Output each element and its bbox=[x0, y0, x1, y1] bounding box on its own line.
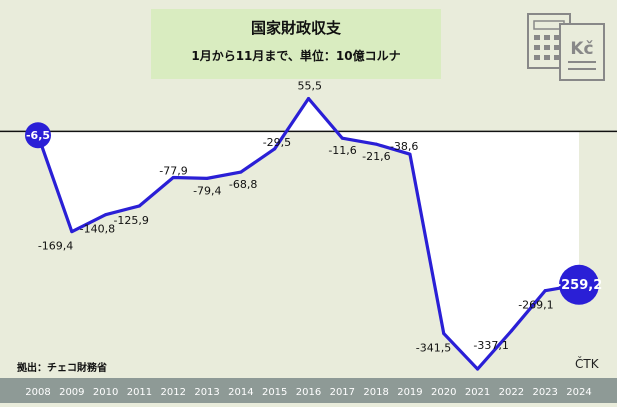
point-2022 bbox=[509, 329, 513, 333]
logo-text: Kč bbox=[570, 39, 593, 59]
x-tick-2019: 2019 bbox=[397, 387, 422, 398]
point-2018 bbox=[374, 142, 378, 146]
calculator-invoice-icon: Kč bbox=[527, 13, 605, 81]
point-2010 bbox=[104, 213, 108, 217]
point-2011 bbox=[137, 204, 141, 208]
x-tick-2008: 2008 bbox=[25, 387, 50, 398]
x-tick-2014: 2014 bbox=[228, 387, 253, 398]
title-box: 国家財政収支 1月から11月まで、単位：10億コルナ bbox=[151, 9, 441, 79]
highlight-point-2024 bbox=[559, 264, 599, 305]
x-tick-2022: 2022 bbox=[499, 387, 524, 398]
chart-markers bbox=[25, 97, 599, 371]
x-tick-2013: 2013 bbox=[194, 387, 219, 398]
highlight-point-2008 bbox=[25, 122, 51, 149]
data-label-2018: -21,6 bbox=[362, 150, 390, 163]
point-2020 bbox=[442, 332, 446, 336]
point-2023 bbox=[543, 289, 547, 293]
data-label-2024: -259,2 bbox=[556, 278, 603, 293]
x-tick-2016: 2016 bbox=[296, 387, 321, 398]
x-tick-2017: 2017 bbox=[330, 387, 355, 398]
x-tick-2009: 2009 bbox=[59, 387, 84, 398]
x-tick-2015: 2015 bbox=[262, 387, 287, 398]
data-label-2010: -140,8 bbox=[80, 223, 115, 236]
x-tick-2011: 2011 bbox=[127, 387, 152, 398]
x-tick-2024: 2024 bbox=[566, 387, 591, 398]
data-label-2013: -79,4 bbox=[193, 184, 221, 197]
data-label-2019: -38,6 bbox=[390, 140, 418, 153]
x-tick-2012: 2012 bbox=[161, 387, 186, 398]
x-axis-bar: 2008 2009 2010 2011 2012 2013 2014 2015 2016 2017… bbox=[0, 378, 617, 403]
credit-label: ČTK bbox=[575, 357, 599, 371]
chart-data-labels: -6,5 -169,4 -140,8-125,9 -77,9 -79,4 -68,8 -29… bbox=[26, 80, 602, 390]
point-2009 bbox=[70, 230, 74, 234]
point-2012 bbox=[171, 175, 175, 179]
data-label-2014: -68,8 bbox=[229, 178, 257, 191]
x-tick-2021: 2021 bbox=[465, 387, 490, 398]
x-tick-2023: 2023 bbox=[532, 387, 557, 398]
data-label-2009: -169,4 bbox=[38, 240, 73, 253]
chart-title: 国家財政収支 bbox=[250, 19, 341, 37]
point-2014 bbox=[239, 170, 243, 174]
data-label-2012: -77,9 bbox=[159, 164, 187, 177]
data-label-2016: 55,5 bbox=[298, 80, 323, 93]
x-tick-2010: 2010 bbox=[93, 387, 118, 398]
data-label-2023: -269,1 bbox=[518, 299, 553, 312]
x-tick-2018: 2018 bbox=[363, 387, 388, 398]
point-2016 bbox=[307, 97, 310, 101]
data-label-2011: -125,9 bbox=[113, 214, 148, 227]
area-fill bbox=[38, 98, 579, 370]
point-2019 bbox=[408, 152, 412, 156]
data-label-2008: -6,5 bbox=[26, 129, 50, 142]
source-note: 拠出：チェコ財務省 bbox=[17, 363, 107, 374]
data-label-2020: -341,5 bbox=[416, 342, 451, 355]
x-tick-2020: 2020 bbox=[431, 387, 456, 398]
chart-fill-area bbox=[38, 98, 579, 370]
point-2017 bbox=[340, 136, 344, 140]
point-2013 bbox=[205, 176, 209, 180]
point-2021 bbox=[476, 367, 480, 371]
data-label-2017: -11,6 bbox=[328, 144, 356, 157]
data-label-2015: -29,5 bbox=[263, 136, 291, 149]
point-2015 bbox=[273, 147, 277, 151]
chart-subtitle: 1月から11月まで、単位：10億コルナ bbox=[191, 49, 401, 63]
data-label-2022: -337,1 bbox=[473, 339, 508, 352]
